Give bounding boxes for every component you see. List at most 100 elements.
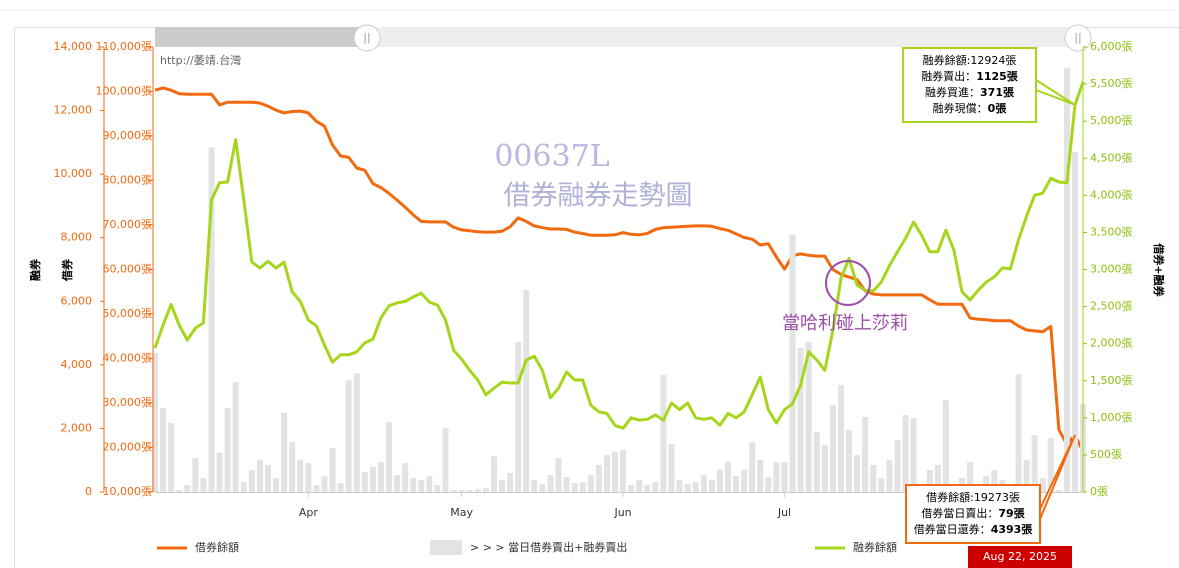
legend-label: 借券餘額 bbox=[195, 540, 239, 554]
bar bbox=[579, 482, 586, 492]
bar bbox=[684, 484, 691, 492]
bar bbox=[353, 373, 360, 492]
legend-label: 融券餘額 bbox=[853, 540, 897, 554]
navigator-range[interactable] bbox=[155, 27, 367, 47]
bar bbox=[1055, 490, 1062, 492]
bar bbox=[733, 476, 740, 492]
bar bbox=[264, 464, 271, 492]
tick-label: 2,000 bbox=[61, 421, 93, 434]
tooltip-line: 借券餘額:19273張 bbox=[926, 490, 1020, 504]
tick-label: 2,000張 bbox=[1090, 337, 1133, 350]
tick-label: 110,000張 bbox=[96, 40, 153, 53]
bar bbox=[1015, 374, 1022, 492]
tick-label: 500張 bbox=[1090, 448, 1122, 461]
bar bbox=[394, 475, 401, 492]
bar bbox=[458, 490, 465, 492]
bar bbox=[176, 490, 183, 492]
chart-subtitle: 借券融券走勢圖 bbox=[504, 181, 693, 212]
bar bbox=[765, 477, 772, 492]
bar bbox=[773, 462, 780, 492]
bar bbox=[1031, 435, 1038, 492]
bar bbox=[821, 444, 828, 492]
bar bbox=[281, 412, 288, 492]
bar bbox=[612, 451, 618, 492]
tick-label: 1,500張 bbox=[1090, 374, 1133, 387]
bar bbox=[192, 457, 199, 492]
bar bbox=[168, 423, 175, 492]
tick-label: 2,500張 bbox=[1090, 300, 1133, 313]
bar bbox=[515, 341, 522, 492]
bar bbox=[902, 415, 909, 492]
bar bbox=[256, 459, 263, 492]
plot bbox=[152, 67, 1087, 492]
bar bbox=[466, 490, 473, 492]
bar bbox=[361, 471, 368, 492]
bar bbox=[644, 485, 651, 492]
tooltip-label: 借券餘額:19273張 bbox=[926, 490, 1020, 504]
tooltip-line: 借券當日賣出：79張 bbox=[921, 506, 1025, 520]
tooltip-line: 融券現償：0張 bbox=[933, 101, 1008, 115]
tooltip-label: 融券現償： bbox=[933, 101, 988, 115]
bar bbox=[555, 457, 562, 492]
bar bbox=[410, 478, 417, 492]
bar bbox=[547, 475, 554, 492]
tick-label: 0張 bbox=[1090, 485, 1108, 498]
navigator-track[interactable] bbox=[155, 27, 1080, 47]
bar bbox=[490, 456, 497, 492]
bar bbox=[967, 462, 974, 492]
bar bbox=[377, 462, 384, 492]
bar bbox=[337, 483, 344, 492]
bar bbox=[345, 380, 352, 492]
bar bbox=[676, 479, 683, 492]
bar bbox=[870, 464, 877, 492]
bar bbox=[160, 408, 167, 492]
bar bbox=[837, 384, 844, 492]
bar bbox=[184, 485, 191, 492]
tooltip-label: 借券當日賣出： bbox=[921, 506, 998, 520]
bar bbox=[482, 487, 489, 492]
tick-label: 3,000張 bbox=[1090, 263, 1133, 276]
bar bbox=[305, 463, 312, 492]
bar bbox=[539, 484, 546, 492]
tooltip-line: 融券買進：371張 bbox=[925, 85, 1015, 99]
date-flag bbox=[968, 546, 1072, 568]
y3-axis-title: 借券 bbox=[60, 258, 74, 282]
tick-label: 40,000張 bbox=[103, 352, 153, 365]
navigator-handle[interactable]: || bbox=[1064, 24, 1092, 52]
bar bbox=[789, 234, 796, 492]
bar bbox=[724, 462, 731, 492]
bar bbox=[668, 444, 675, 492]
bar bbox=[692, 482, 699, 492]
tick-label: 3,500張 bbox=[1090, 225, 1133, 238]
watermark: http://萎靖.台灣 bbox=[160, 53, 241, 67]
tick-label: 4,500張 bbox=[1090, 151, 1133, 164]
tick-label: 14,000 bbox=[54, 40, 93, 53]
bar bbox=[942, 400, 949, 492]
tooltip-value: 1125張 bbox=[976, 70, 1019, 83]
tick-label: 6,000張 bbox=[1090, 40, 1133, 53]
legend-swatch bbox=[430, 540, 462, 555]
bar bbox=[531, 479, 538, 492]
annotation: 當哈利碰上莎莉 bbox=[782, 313, 908, 334]
bar bbox=[781, 462, 788, 492]
bar bbox=[1047, 437, 1054, 492]
bar bbox=[595, 464, 602, 492]
navigator-handle[interactable]: || bbox=[353, 24, 381, 52]
bar bbox=[910, 417, 917, 492]
tick-label: 4,000張 bbox=[1090, 188, 1133, 201]
bar bbox=[878, 478, 885, 492]
bar bbox=[716, 470, 723, 492]
bar bbox=[563, 477, 570, 492]
tooltip-label: 借券當日還券： bbox=[914, 522, 991, 536]
bar bbox=[660, 375, 667, 492]
bar bbox=[248, 470, 255, 492]
tick-label: 50,000張 bbox=[103, 307, 153, 320]
bar bbox=[224, 408, 231, 492]
bar bbox=[507, 472, 514, 492]
tooltip-label: 融券賣出： bbox=[921, 69, 976, 83]
annotation-circle bbox=[825, 260, 871, 306]
bar bbox=[636, 479, 643, 492]
tick-label: 70,000張 bbox=[103, 218, 153, 231]
date-label: Aug 22, 2025 bbox=[983, 550, 1057, 563]
tooltip-line: 借券當日還券：4393張 bbox=[914, 522, 1034, 536]
